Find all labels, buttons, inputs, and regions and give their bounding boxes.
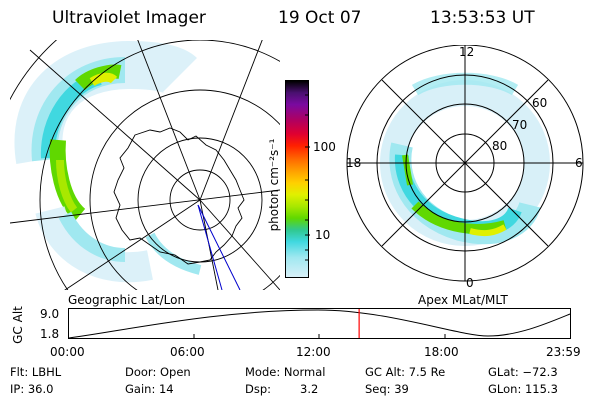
apex-polar-panel <box>346 45 584 282</box>
altitude-ytick-max: 9.0 <box>40 307 60 321</box>
altitude-curve <box>68 309 571 339</box>
status-seq: Seq: 39 <box>365 382 409 396</box>
altitude-ytick-min: 1.8 <box>40 327 60 341</box>
auroral-oval-geo <box>14 40 202 283</box>
colorbar-tick-10: 10 <box>315 228 331 242</box>
geographic-panel-label: Geographic Lat/Lon <box>68 293 186 307</box>
blue-meridian-line <box>197 204 223 290</box>
status-dsp-value: 3.2 <box>300 382 319 396</box>
status-filter: Flt: LBHL <box>10 365 62 379</box>
status-ip: IP: 36.0 <box>10 382 54 396</box>
status-gain: Gain: 14 <box>125 382 174 396</box>
altitude-ylabel: GC Alt <box>11 306 25 344</box>
mlt-label-0: 0 <box>466 276 474 290</box>
altitude-plot <box>68 308 571 339</box>
colorbar-tick-100: 100 <box>313 140 336 154</box>
status-glon: GLon: 115.3 <box>488 382 558 396</box>
status-glat: GLat: −72.3 <box>488 365 558 379</box>
date-label: 19 Oct 07 <box>278 8 362 28</box>
mlt-label-18: 18 <box>346 156 362 170</box>
status-mode: Mode: Normal <box>245 365 326 379</box>
time-tick-2359: 23:59 <box>546 345 581 359</box>
mlat-label-70: 70 <box>512 118 528 132</box>
mlat-label-60: 60 <box>532 96 548 110</box>
apex-grid <box>346 45 584 282</box>
time-label: 13:53:53 UT <box>430 8 535 28</box>
status-gc-alt: GC Alt: 7.5 Re <box>365 365 446 379</box>
geo-grid <box>10 40 280 290</box>
colorbar <box>285 80 309 278</box>
colorbar-ticks <box>305 94 310 261</box>
time-tick-1800: 18:00 <box>424 345 459 359</box>
mlat-label-80: 80 <box>492 139 508 153</box>
status-door: Door: Open <box>125 365 191 379</box>
time-tick-1200: 12:00 <box>296 345 331 359</box>
coastline <box>113 127 245 265</box>
time-tick-0000: 00:00 <box>50 345 85 359</box>
instrument-title: Ultraviolet Imager <box>52 8 206 28</box>
status-dsp: Dsp: <box>245 382 272 396</box>
geographic-image-panel <box>10 40 280 290</box>
apex-panel-label: Apex MLat/MLT <box>418 293 508 307</box>
colorbar-unit-label: photon cm⁻²s⁻¹ <box>267 138 281 232</box>
mlt-label-6: 6 <box>575 156 583 170</box>
mlt-label-12: 12 <box>459 45 475 59</box>
time-tick-0600: 06:00 <box>170 345 205 359</box>
blue-meridian-line <box>197 204 241 290</box>
